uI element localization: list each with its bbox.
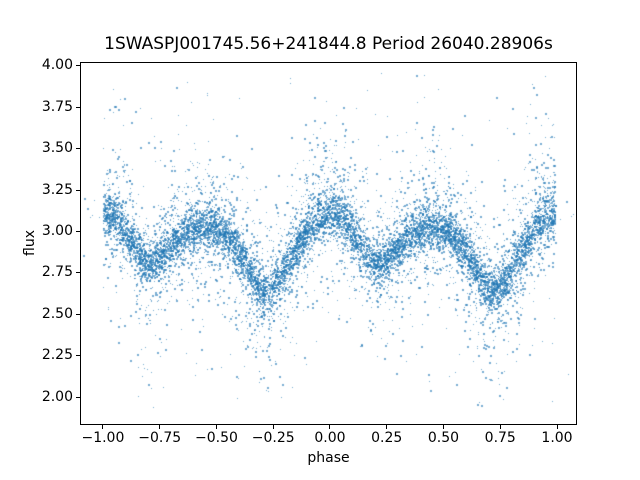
y-tick-label: 3.75 bbox=[41, 98, 73, 115]
y-tick-label: 3.25 bbox=[41, 181, 73, 198]
x-tick-label: 0.25 bbox=[371, 430, 403, 446]
x-tick-label: −0.75 bbox=[138, 430, 182, 446]
y-tick-label: 4.00 bbox=[41, 57, 73, 74]
y-tick-label: 2.50 bbox=[41, 305, 73, 322]
x-tick-mark bbox=[556, 425, 558, 429]
y-tick-mark bbox=[76, 355, 80, 357]
x-tick-label: −0.25 bbox=[251, 430, 295, 446]
scatter-plot-area bbox=[80, 62, 577, 425]
y-tick-label: 3.50 bbox=[41, 140, 73, 157]
y-tick-mark bbox=[76, 65, 80, 67]
y-tick-label: 2.00 bbox=[41, 388, 73, 405]
y-tick-mark bbox=[76, 272, 80, 274]
x-tick-mark bbox=[499, 425, 501, 429]
x-tick-label: 0.75 bbox=[484, 430, 516, 446]
y-tick-mark bbox=[76, 396, 80, 398]
y-tick-mark bbox=[76, 230, 80, 232]
chart-title: 1SWASPJ001745.56+241844.8 Period 26040.2… bbox=[104, 34, 553, 54]
x-tick-mark bbox=[442, 425, 444, 429]
y-tick-mark bbox=[76, 189, 80, 191]
y-tick-label: 3.00 bbox=[41, 222, 73, 239]
x-tick-label: 1.00 bbox=[541, 430, 573, 446]
x-tick-mark bbox=[159, 425, 161, 429]
y-tick-label: 2.25 bbox=[41, 347, 73, 364]
y-tick-mark bbox=[76, 313, 80, 315]
y-tick-label: 2.75 bbox=[41, 264, 73, 281]
y-tick-mark bbox=[76, 148, 80, 150]
x-tick-mark bbox=[272, 425, 274, 429]
x-tick-label: −0.50 bbox=[195, 430, 238, 446]
x-axis-label: phase bbox=[307, 450, 350, 466]
x-tick-mark bbox=[102, 425, 104, 429]
x-tick-mark bbox=[386, 425, 388, 429]
x-tick-label: −1.00 bbox=[81, 430, 125, 446]
x-tick-mark bbox=[329, 425, 331, 429]
x-tick-mark bbox=[215, 425, 217, 429]
x-tick-label: 0.50 bbox=[427, 430, 460, 446]
x-tick-label: 0.00 bbox=[314, 430, 346, 446]
y-tick-mark bbox=[76, 106, 80, 108]
